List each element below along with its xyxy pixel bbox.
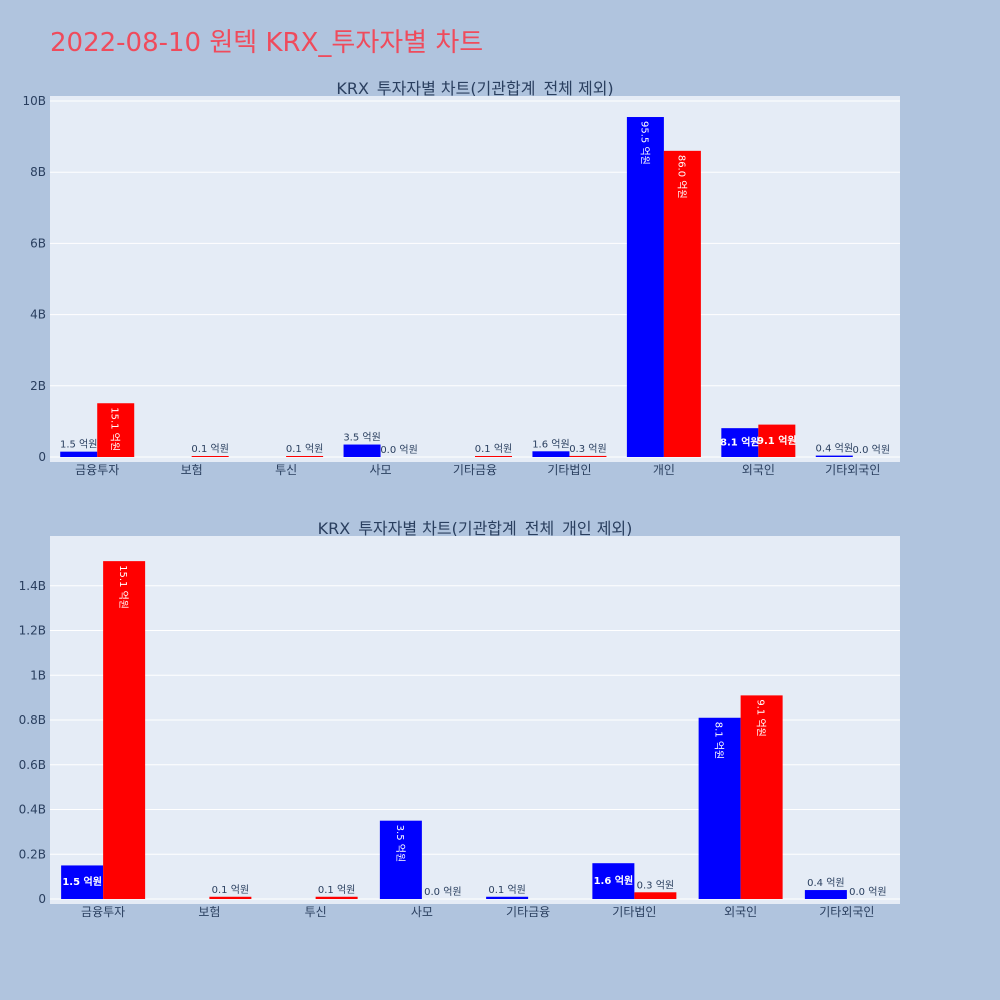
y-tick-label: 0 [38, 450, 46, 464]
bar [532, 451, 570, 457]
bar [315, 896, 358, 899]
bar [569, 455, 607, 457]
data-label: 95.5 억원 [638, 121, 650, 165]
data-label: 0.1 억원 [488, 884, 525, 896]
bar [103, 561, 146, 899]
data-label: 1.6 억원 [594, 874, 634, 887]
y-tick-label: 10B [22, 94, 46, 108]
x-tick-label: 기타외국인 [825, 463, 880, 477]
data-label: 0.4 억원 [816, 443, 853, 455]
data-label: 9.1 억원 [755, 699, 767, 736]
y-tick-label: 0.4B [19, 803, 46, 817]
data-label: 0.0 억원 [424, 886, 461, 898]
bar [663, 150, 701, 457]
bar [804, 890, 847, 899]
bar [740, 695, 783, 899]
bar [815, 455, 853, 457]
chart-subtitle: KRX_투자자별 차트(기관합계_전체 제외) [336, 79, 613, 99]
x-tick-label: 외국인 [742, 463, 775, 477]
data-label: 9.1 억원 [757, 434, 797, 447]
data-label: 1.5 억원 [60, 439, 97, 451]
x-tick-label: 기타법인 [612, 905, 656, 919]
bar [721, 428, 759, 457]
data-label: 1.5 억원 [62, 875, 102, 888]
bar [61, 865, 104, 899]
x-tick-label: 개인 [653, 463, 675, 477]
y-tick-label: 0 [38, 892, 46, 906]
data-label: 0.3 억원 [637, 879, 674, 891]
y-tick-label: 0.8B [19, 713, 46, 727]
x-tick-label: 기타외국인 [819, 905, 874, 919]
page-title: 2022-08-10 원텍 KRX_투자자별 차트 [50, 28, 484, 58]
data-label: 86.0 억원 [675, 155, 687, 199]
x-tick-label: 보험 [198, 905, 220, 919]
chart-subtitle: KRX_투자자별 차트(기관합계_전체_개인 제외) [318, 519, 633, 539]
x-tick-label: 기타금융 [506, 905, 550, 919]
chart-bottom: KRX_투자자별 차트(기관합계_전체_개인 제외) 0 0.2B 0.4B 0.6B 0… [19, 519, 900, 919]
data-label: 0.3 억원 [569, 443, 606, 455]
data-label: 0.1 억원 [318, 884, 355, 896]
y-tick-label: 1.4B [19, 579, 46, 593]
x-tick-label: 금융투자 [81, 905, 125, 919]
bar [379, 820, 422, 899]
y-tick-label: 2B [30, 379, 46, 393]
data-label: 8.1 억원 [713, 722, 725, 759]
y-tick-label: 1.2B [19, 624, 46, 638]
data-label: 15.1 억원 [109, 407, 121, 451]
x-tick-label: 투신 [275, 463, 297, 477]
data-label: 3.5 억원 [394, 825, 406, 862]
y-tick-label: 0.6B [19, 758, 46, 772]
data-label: 1.6 억원 [532, 438, 569, 450]
data-label: 0.0 억원 [853, 444, 890, 456]
bar [475, 456, 512, 457]
bar [758, 424, 796, 457]
x-tick-label: 보험 [181, 463, 203, 477]
bar [698, 717, 741, 899]
y-tick-label: 4B [30, 308, 46, 322]
bar [634, 892, 677, 899]
y-tick-label: 8B [30, 165, 46, 179]
y-tick-label: 6B [30, 236, 46, 250]
data-label: 0.4 억원 [807, 877, 844, 889]
bar [486, 896, 529, 899]
data-label: 0.0 억원 [380, 444, 417, 456]
data-label: 0.1 억원 [286, 443, 323, 455]
bar [592, 863, 635, 899]
x-tick-label: 투신 [305, 905, 327, 919]
x-tick-label: 기타금융 [453, 463, 497, 477]
data-label: 0.1 억원 [475, 443, 512, 455]
data-label: 0.1 억원 [191, 443, 228, 455]
chart-top: KRX_투자자별 차트(기관합계_전체 제외) 0 2B 4B 6B 8B 10B 금융투자 1… [22, 79, 900, 477]
x-tick-label: 사모 [411, 905, 433, 919]
bar [60, 451, 98, 457]
bar [626, 117, 664, 457]
bar [286, 456, 324, 457]
plot-area [50, 96, 900, 462]
x-tick-label: 기타법인 [547, 463, 591, 477]
x-tick-label: 사모 [370, 463, 392, 477]
y-tick-label: 1B [30, 668, 46, 682]
x-tick-label: 외국인 [724, 905, 757, 919]
data-label: 3.5 억원 [343, 432, 380, 444]
bar [209, 896, 252, 899]
data-label: 8.1 억원 [720, 436, 760, 449]
data-label: 0.0 억원 [849, 886, 886, 898]
x-tick-label: 금융투자 [75, 463, 119, 477]
bar [343, 444, 381, 457]
y-tick-label: 0.2B [19, 847, 46, 861]
bar [191, 456, 229, 457]
data-label: 0.1 억원 [212, 884, 249, 896]
bar [97, 403, 135, 457]
data-label: 15.1 억원 [117, 565, 129, 609]
